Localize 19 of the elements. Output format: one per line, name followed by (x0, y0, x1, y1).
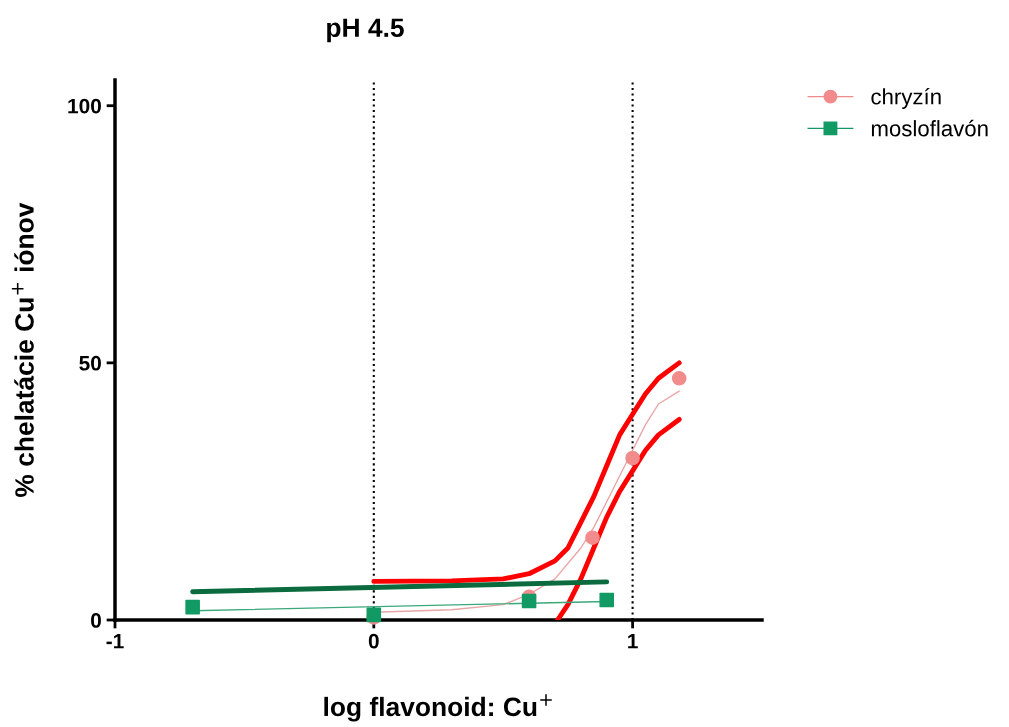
point (185, 599, 200, 615)
point (599, 592, 615, 608)
chart-title: pH 4.5 (327, 18, 404, 43)
y-tick-label: 0 (91, 613, 101, 628)
point (521, 593, 537, 609)
y-axis-title: % chelatácie Cu$^{+}$ iónov (11, 202, 34, 497)
point (625, 450, 640, 466)
y-tick-label: 50 (79, 355, 101, 371)
legend-label: mosloflavón (871, 119, 988, 137)
x-tick-label: 0 (368, 633, 379, 649)
line-series (371, 360, 682, 584)
x-tick-label: -1 (106, 633, 124, 649)
point (585, 530, 600, 545)
point (671, 371, 687, 386)
x-axis-title: log flavonoid: Cu$^{+}$ (324, 694, 552, 722)
y-tick-label: 100 (68, 98, 101, 114)
line-series (555, 417, 682, 620)
x-tick-label: 1 (628, 633, 638, 649)
legend-label: chryzín (871, 88, 941, 109)
